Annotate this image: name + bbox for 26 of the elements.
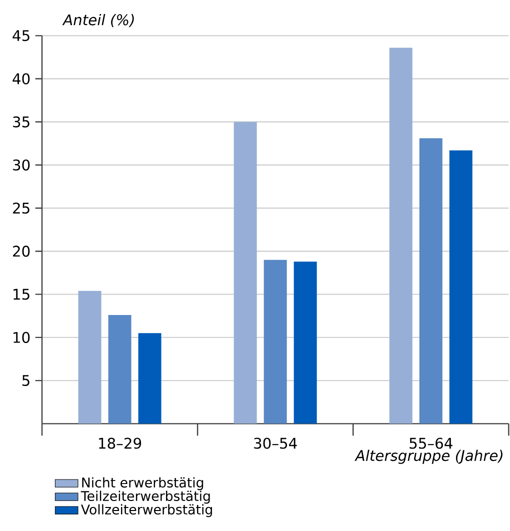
legend-label: Nicht erwerbstätig — [82, 477, 204, 490]
y-tick-label: 20 — [13, 246, 30, 257]
x-axis-title: Altersgruppe (Jahre) — [354, 450, 502, 464]
bar — [294, 262, 317, 424]
y-tick-label: 15 — [14, 288, 30, 300]
bar — [234, 122, 257, 424]
x-tick-label: 18–29 — [99, 438, 142, 449]
y-tick-label: 35 — [13, 116, 30, 128]
bar — [138, 333, 162, 424]
legend-label: Teilzeiterwerbstätig — [80, 490, 210, 504]
y-tick-label: 5 — [22, 375, 30, 386]
y-tick-label: 10 — [14, 332, 30, 343]
x-tick-label: 30–54 — [254, 438, 297, 449]
bar — [264, 260, 287, 424]
x-tick-label: 55–64 — [410, 438, 452, 449]
bar — [108, 315, 132, 424]
y-axis-title: Anteil (%) — [62, 14, 134, 28]
bar — [389, 48, 412, 424]
bar — [78, 290, 102, 424]
legend-label: Vollzeiterwerbstätig — [81, 504, 212, 518]
bar — [449, 150, 472, 424]
y-tick-label: 30 — [13, 159, 30, 171]
y-tick-label: 45 — [12, 30, 30, 42]
y-tick-label: 25 — [13, 202, 30, 214]
bar — [419, 138, 442, 424]
y-tick-label: 40 — [12, 73, 30, 84]
